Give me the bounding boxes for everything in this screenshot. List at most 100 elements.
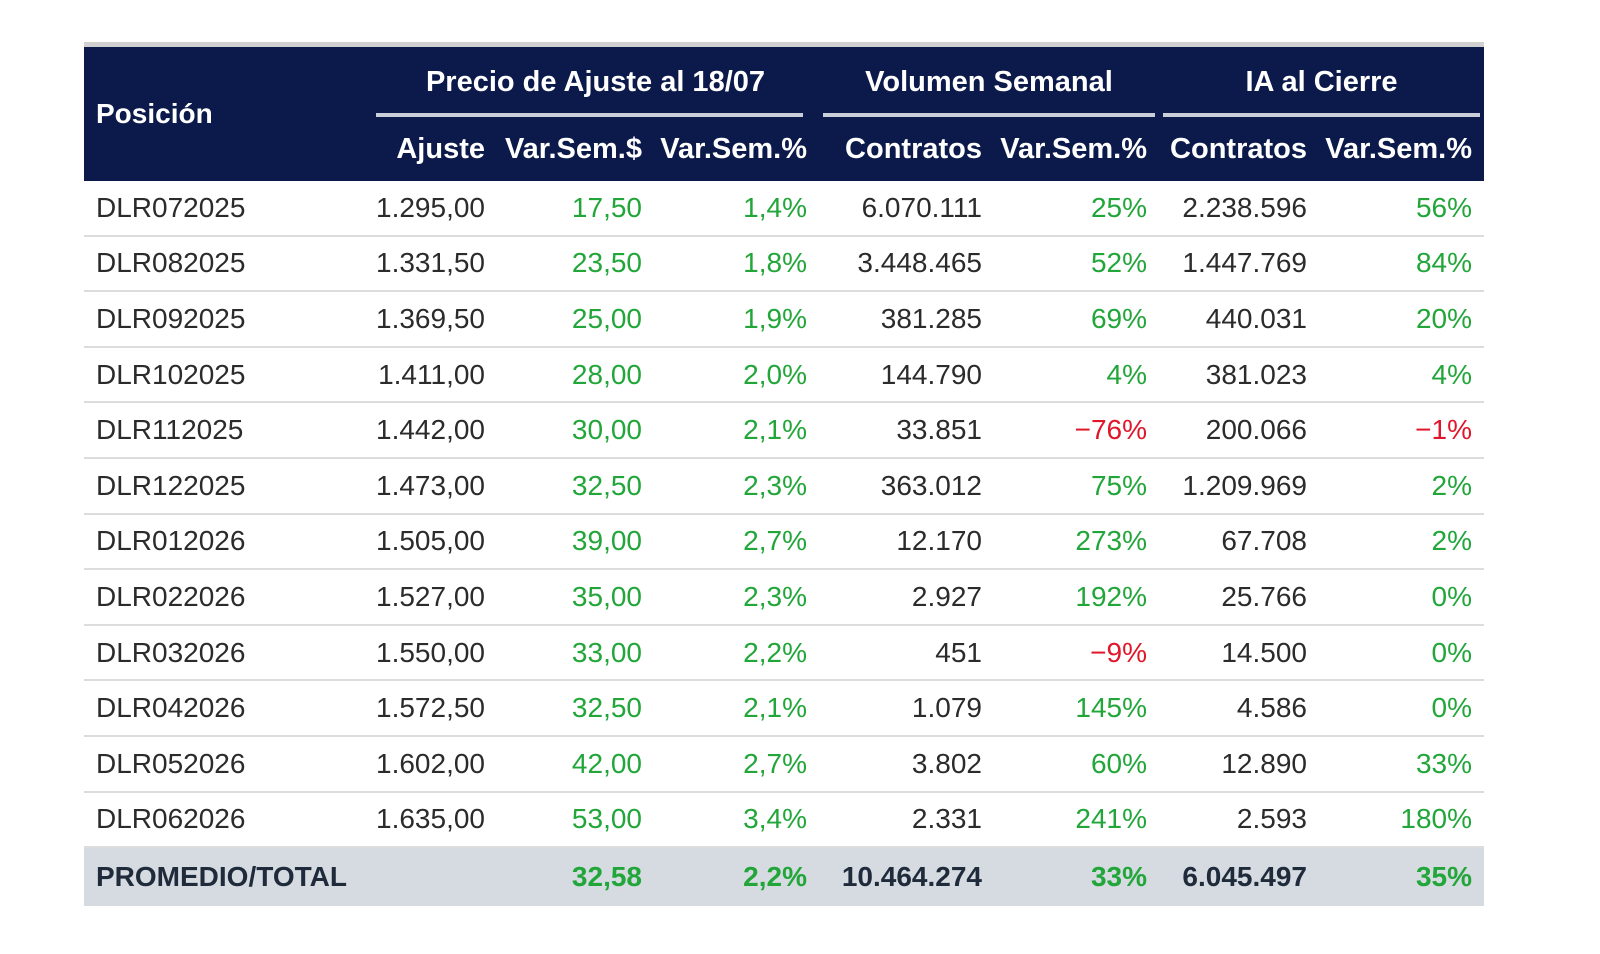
cell-ajuste: 1.442,00 <box>372 402 497 459</box>
cell-vol-contracts: 33.851 <box>819 402 994 459</box>
cell-ia-var: −1% <box>1319 402 1484 459</box>
cell-ia-var: 0% <box>1319 569 1484 626</box>
table-row: DLR112025 1.442,00 30,00 2,1% 33.851 −76% 200.… <box>84 402 1484 459</box>
header-var-pct: Var.Sem.% <box>654 117 819 181</box>
cell-position: DLR032026 <box>84 624 372 682</box>
cell-ia-var: 35% <box>1319 847 1484 907</box>
cell-var-pct: 2,3% <box>654 569 819 626</box>
table-row: DLR102025 1.411,00 28,00 2,0% 144.790 4% 381.0… <box>84 346 1484 404</box>
table-body: DLR072025 1.295,00 17,50 1,4% 6.070.111 25% 2.… <box>84 181 1484 907</box>
cell-vol-contracts: 12.170 <box>819 513 994 571</box>
cell-ajuste: 1.473,00 <box>372 457 497 515</box>
cell-var-pct: 2,7% <box>654 513 819 571</box>
cell-vol-contracts: 363.012 <box>819 457 994 515</box>
cell-position: DLR012026 <box>84 513 372 571</box>
table-row: DLR042026 1.572,50 32,50 2,1% 1.079 145% 4.586… <box>84 680 1484 737</box>
cell-ia-contracts: 200.066 <box>1159 402 1319 459</box>
table-row: DLR122025 1.473,00 32,50 2,3% 363.012 75% 1.20… <box>84 457 1484 515</box>
cell-var-pct: 2,2% <box>654 624 819 682</box>
cell-ia-var: 2% <box>1319 513 1484 571</box>
header-group-oi-label: IA al Cierre <box>1245 65 1398 98</box>
cell-ajuste: 1.550,00 <box>372 624 497 682</box>
table-row: DLR072025 1.295,00 17,50 1,4% 6.070.111 25% 2.… <box>84 181 1484 237</box>
table-row: DLR012026 1.505,00 39,00 2,7% 12.170 273% 67.7… <box>84 513 1484 571</box>
cell-ia-var: 56% <box>1319 181 1484 237</box>
cell-position: DLR082025 <box>84 235 372 293</box>
cell-var-usd: 53,00 <box>497 791 654 849</box>
cell-var-pct: 3,4% <box>654 791 819 849</box>
cell-ajuste: 1.331,50 <box>372 235 497 293</box>
table-row: DLR062026 1.635,00 53,00 3,4% 2.331 241% 2.593… <box>84 791 1484 849</box>
cell-vol-var: 273% <box>994 513 1159 571</box>
cell-vol-var: 241% <box>994 791 1159 849</box>
total-row: PROMEDIO/TOTAL 32,58 2,2% 10.464.274 33% 6.04… <box>84 847 1484 907</box>
futures-table-container: Posición Precio de Ajuste al 18/07 Volum… <box>84 42 1484 907</box>
cell-vol-contracts: 144.790 <box>819 346 994 404</box>
cell-var-pct: 2,7% <box>654 735 819 793</box>
cell-var-usd: 32,58 <box>497 847 654 907</box>
cell-vol-var: 60% <box>994 735 1159 793</box>
cell-position: DLR072025 <box>84 181 372 237</box>
cell-var-pct: 1,8% <box>654 235 819 293</box>
cell-vol-var: 33% <box>994 847 1159 907</box>
cell-vol-var: 75% <box>994 457 1159 515</box>
cell-ia-contracts: 6.045.497 <box>1159 847 1319 907</box>
header-position: Posición <box>84 44 372 181</box>
header-ia-var: Var.Sem.% <box>1319 117 1484 181</box>
header-group-volume-label: Volumen Semanal <box>865 65 1113 98</box>
cell-position: DLR112025 <box>84 402 372 459</box>
cell-ia-contracts: 4.586 <box>1159 680 1319 737</box>
cell-position: DLR062026 <box>84 791 372 849</box>
cell-var-pct: 2,3% <box>654 457 819 515</box>
table-row: DLR082025 1.331,50 23,50 1,8% 3.448.465 52% 1.… <box>84 235 1484 293</box>
cell-ia-contracts: 25.766 <box>1159 569 1319 626</box>
cell-vol-var: 192% <box>994 569 1159 626</box>
cell-ia-contracts: 1.447.769 <box>1159 235 1319 293</box>
table-row: DLR022026 1.527,00 35,00 2,3% 2.927 192% 25.76… <box>84 569 1484 626</box>
cell-vol-var: −76% <box>994 402 1159 459</box>
cell-ia-contracts: 2.593 <box>1159 791 1319 849</box>
cell-vol-var: −9% <box>994 624 1159 682</box>
cell-ia-var: 0% <box>1319 680 1484 737</box>
table-row: DLR092025 1.369,50 25,00 1,9% 381.285 69% 440.… <box>84 291 1484 348</box>
cell-var-usd: 32,50 <box>497 457 654 515</box>
cell-vol-var: 4% <box>994 346 1159 404</box>
cell-var-usd: 30,00 <box>497 402 654 459</box>
cell-var-pct: 2,2% <box>654 847 819 907</box>
cell-position: DLR102025 <box>84 346 372 404</box>
cell-var-pct: 1,9% <box>654 291 819 348</box>
cell-ajuste: 1.411,00 <box>372 346 497 404</box>
cell-ajuste: 1.635,00 <box>372 791 497 849</box>
header-group-price-label: Precio de Ajuste al 18/07 <box>425 65 766 98</box>
cell-ajuste: 1.572,50 <box>372 680 497 737</box>
cell-ajuste: 1.369,50 <box>372 291 497 348</box>
cell-position: DLR052026 <box>84 735 372 793</box>
cell-ia-var: 180% <box>1319 791 1484 849</box>
cell-ia-contracts: 381.023 <box>1159 346 1319 404</box>
cell-vol-var: 69% <box>994 291 1159 348</box>
cell-position: DLR022026 <box>84 569 372 626</box>
cell-vol-contracts: 3.802 <box>819 735 994 793</box>
cell-ia-var: 4% <box>1319 346 1484 404</box>
table-header: Posición Precio de Ajuste al 18/07 Volum… <box>84 44 1484 181</box>
cell-var-pct: 2,1% <box>654 402 819 459</box>
cell-ajuste: 1.295,00 <box>372 181 497 237</box>
cell-ia-contracts: 1.209.969 <box>1159 457 1319 515</box>
table-row: DLR032026 1.550,00 33,00 2,2% 451 −9% 14.500 0% <box>84 624 1484 682</box>
cell-vol-contracts: 2.927 <box>819 569 994 626</box>
cell-var-pct: 2,1% <box>654 680 819 737</box>
header-ia-contracts: Contratos <box>1159 117 1319 181</box>
cell-var-usd: 33,00 <box>497 624 654 682</box>
cell-var-pct: 1,4% <box>654 181 819 237</box>
cell-ia-contracts: 67.708 <box>1159 513 1319 571</box>
cell-var-usd: 23,50 <box>497 235 654 293</box>
cell-position: PROMEDIO/TOTAL <box>84 847 372 907</box>
cell-vol-contracts: 10.464.274 <box>819 847 994 907</box>
cell-ia-contracts: 2.238.596 <box>1159 181 1319 237</box>
cell-position: DLR092025 <box>84 291 372 348</box>
header-var-usd: Var.Sem.$ <box>497 117 654 181</box>
cell-ia-var: 20% <box>1319 291 1484 348</box>
header-vol-contracts: Contratos <box>819 117 994 181</box>
cell-var-usd: 32,50 <box>497 680 654 737</box>
cell-position: DLR042026 <box>84 680 372 737</box>
